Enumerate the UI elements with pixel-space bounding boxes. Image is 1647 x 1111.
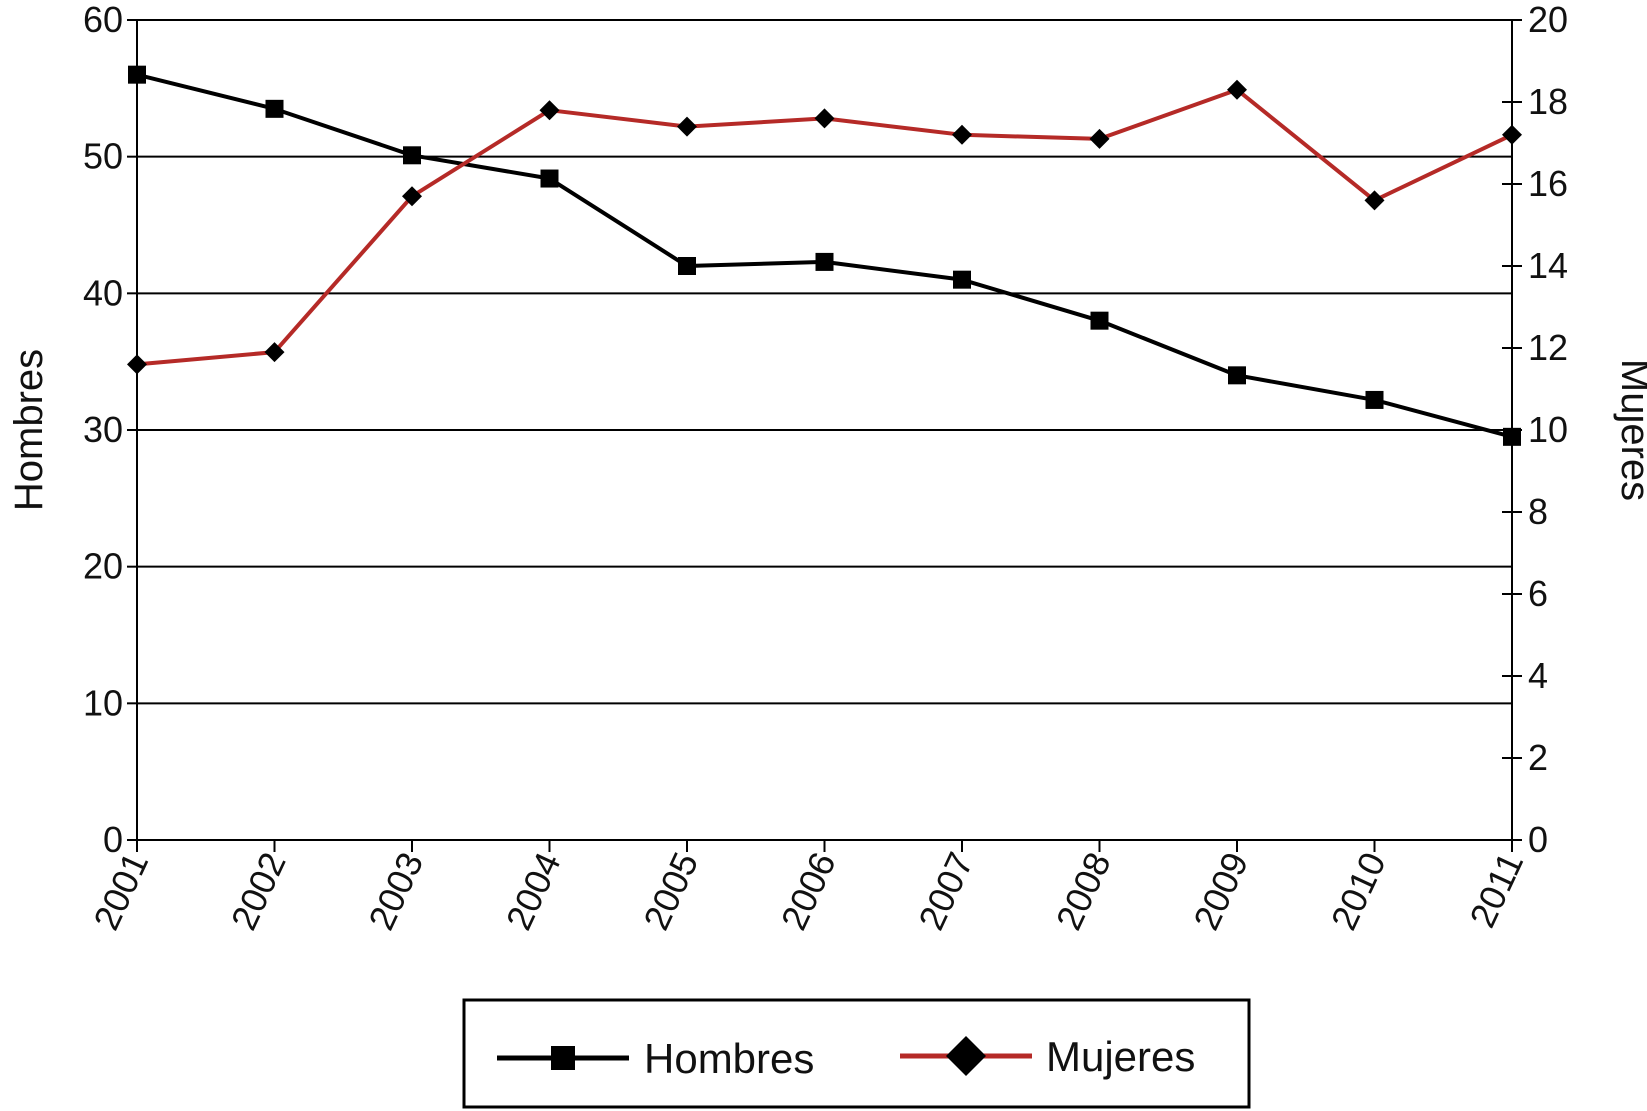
gridlines: [137, 19, 1512, 705]
right-tick-label: 20: [1528, 0, 1568, 40]
right-y-ticks: 0 2 4 6 8 10 12 14 16 18 20: [1502, 0, 1568, 860]
marker-hombres: [540, 169, 559, 188]
marker-mujeres: [677, 116, 697, 137]
marker-hombres: [815, 252, 834, 271]
x-tick-label: 2011: [1461, 846, 1531, 933]
x-tick-label: 2002: [223, 846, 294, 936]
legend-hombres-label: Hombres: [644, 1035, 814, 1082]
left-tick-label: 30: [83, 409, 123, 450]
marker-mujeres: [814, 108, 835, 129]
left-tick-label: 50: [83, 136, 123, 177]
marker-hombres: [403, 146, 421, 165]
legend-box: [462, 998, 1251, 1109]
marker-mujeres: [1502, 124, 1522, 145]
marker-mujeres: [402, 186, 422, 207]
x-tick-label: 2007: [910, 846, 981, 936]
marker-hombres: [953, 270, 971, 289]
legend-mujeres-diamond-icon: [946, 1036, 986, 1076]
marker-mujeres: [264, 342, 285, 363]
marker-mujeres: [1227, 79, 1247, 100]
marker-mujeres: [539, 100, 560, 121]
marker-mujeres: [127, 354, 147, 375]
right-tick-label: 10: [1528, 409, 1568, 450]
x-tick-label: 2003: [360, 846, 431, 936]
marker-hombres: [1090, 311, 1109, 330]
marker-hombres: [1503, 427, 1521, 446]
left-tick-label: 0: [103, 819, 123, 860]
right-axis-title: Mujeres: [1613, 359, 1647, 501]
right-tick-label: 2: [1528, 737, 1548, 778]
right-tick-label: 14: [1528, 245, 1568, 286]
x-ticks: 2001 2002 2003 2004 2005 2006 2007 2008 2009 2010…: [85, 840, 1531, 936]
x-tick-label: 2004: [498, 846, 569, 936]
series-markers: [127, 65, 1522, 446]
left-tick-label: 40: [83, 272, 123, 313]
right-tick-label: 18: [1528, 81, 1568, 122]
right-tick-label: 16: [1528, 163, 1568, 204]
marker-hombres: [678, 257, 696, 275]
left-tick-label: 10: [83, 682, 123, 723]
marker-hombres: [1365, 390, 1384, 409]
legend: Hombres Mujeres: [462, 998, 1251, 1109]
x-tick-label: 2010: [1323, 846, 1394, 936]
x-tick-label: 2001: [85, 846, 156, 936]
right-tick-label: 0: [1528, 819, 1548, 860]
marker-mujeres: [952, 124, 972, 145]
marker-hombres: [1228, 366, 1246, 385]
right-tick-label: 8: [1528, 491, 1548, 532]
left-axis-title: Hombres: [7, 349, 51, 511]
marker-mujeres: [1089, 128, 1110, 149]
marker-hombres: [265, 99, 284, 118]
left-tick-label: 60: [83, 0, 123, 40]
right-tick-label: 12: [1528, 327, 1568, 368]
x-tick-label: 2005: [635, 846, 706, 936]
right-tick-label: 6: [1528, 573, 1548, 614]
x-tick-label: 2009: [1185, 846, 1256, 936]
legend-hombres-square-icon: [551, 1046, 575, 1070]
x-tick-label: 2008: [1048, 846, 1119, 936]
marker-hombres: [128, 65, 146, 84]
marker-mujeres: [1364, 190, 1385, 211]
left-tick-label: 20: [83, 546, 123, 587]
legend-mujeres-label: Mujeres: [1046, 1033, 1195, 1080]
left-y-ticks: 0 10 20 30 40 50 60: [83, 0, 137, 860]
x-tick-label: 2006: [773, 846, 844, 936]
right-tick-label: 4: [1528, 655, 1548, 696]
